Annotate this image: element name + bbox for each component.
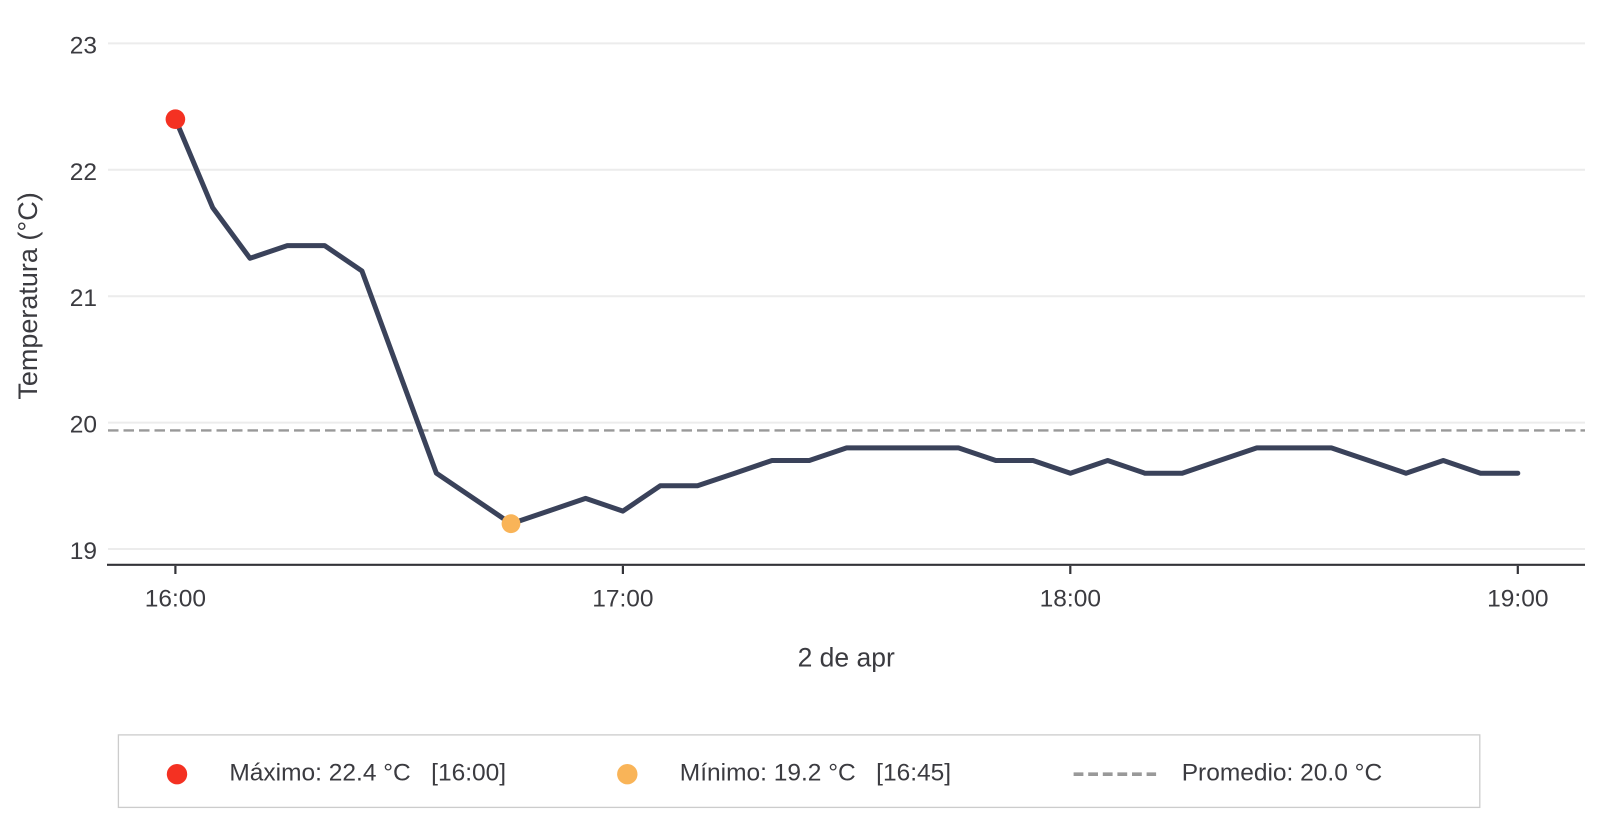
svg-text:19:00: 19:00 xyxy=(1487,586,1548,613)
svg-text:20: 20 xyxy=(70,412,97,439)
svg-text:19: 19 xyxy=(70,538,97,565)
svg-text:23: 23 xyxy=(70,32,97,59)
svg-text:17:00: 17:00 xyxy=(592,586,653,613)
svg-text:2 de apr: 2 de apr xyxy=(798,643,895,673)
svg-text:Mínimo: 19.2 °C [16:45]: Mínimo: 19.2 °C [16:45] xyxy=(680,760,951,787)
svg-text:Promedio: 20.0 °C: Promedio: 20.0 °C xyxy=(1182,760,1382,787)
svg-text:Máximo: 22.4 °C [16:00]: Máximo: 22.4 °C [16:00] xyxy=(229,760,506,787)
svg-text:Temperatura (°C): Temperatura (°C) xyxy=(13,192,43,399)
svg-text:16:00: 16:00 xyxy=(145,586,206,613)
svg-text:18:00: 18:00 xyxy=(1040,586,1101,613)
svg-text:22: 22 xyxy=(70,159,97,186)
svg-text:21: 21 xyxy=(70,285,97,312)
